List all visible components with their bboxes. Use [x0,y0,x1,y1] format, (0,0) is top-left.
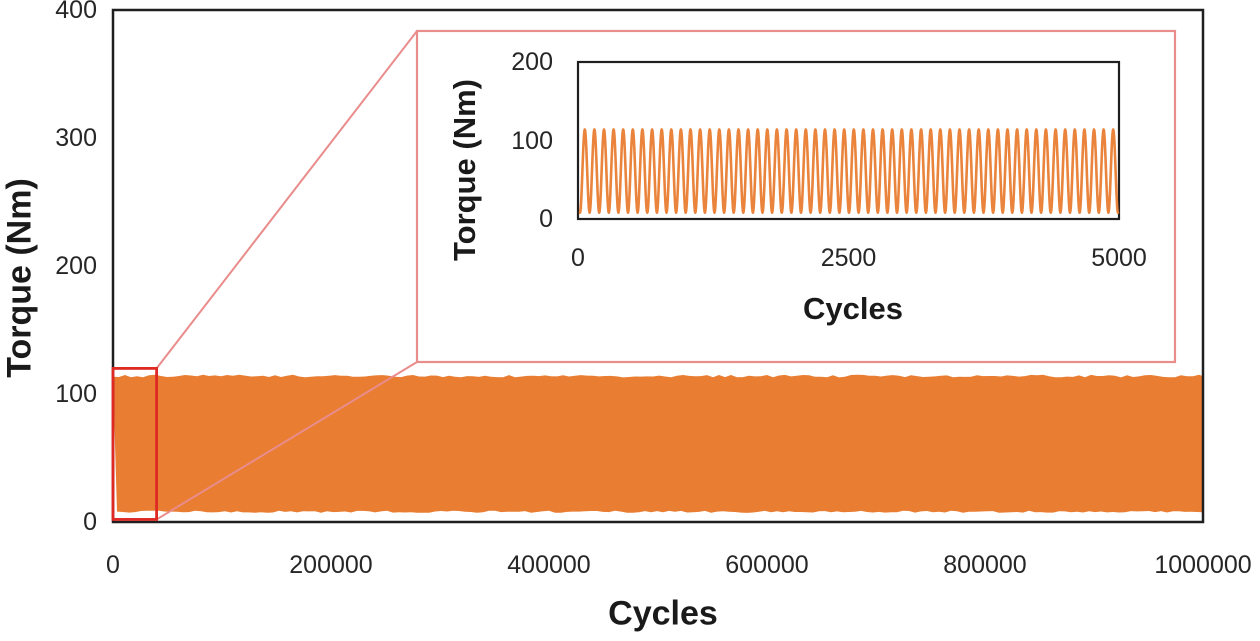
main-y-tick-label: 400 [55,0,97,24]
zoom-connector-top [155,30,418,370]
main-x-tick-label: 200000 [289,551,373,579]
main-x-tick-label: 1000000 [1154,551,1252,579]
main-x-axis-label: Cycles [608,594,718,633]
zoom-connector-bottom [156,361,418,521]
zoom-region-rect [111,366,158,521]
inset-x-tick-label: 5000 [1091,244,1147,272]
main-y-tick-label: 100 [55,380,97,408]
inset-y-tick-label: 100 [511,126,553,155]
torque-band-series [113,374,1203,513]
main-x-tick-label: 400000 [507,551,591,579]
main-y-tick-label: 300 [55,124,97,152]
main-y-tick-label: 0 [83,508,97,536]
inset-x-axis-label: Cycles [803,291,903,326]
main-y-tick-label: 200 [55,252,97,280]
main-x-tick-label: 600000 [725,551,809,579]
main-x-tick-label: 800000 [943,551,1027,579]
torque-wave-series [578,128,1120,214]
main-x-tick-label: 0 [106,551,120,579]
main-plot-border [111,8,1205,524]
inset-y-tick-label: 0 [539,205,553,233]
inset-y-tick-label: 200 [511,48,553,76]
inset-x-tick-label: 2500 [820,244,877,272]
inset-x-tick-label: 0 [571,244,585,272]
